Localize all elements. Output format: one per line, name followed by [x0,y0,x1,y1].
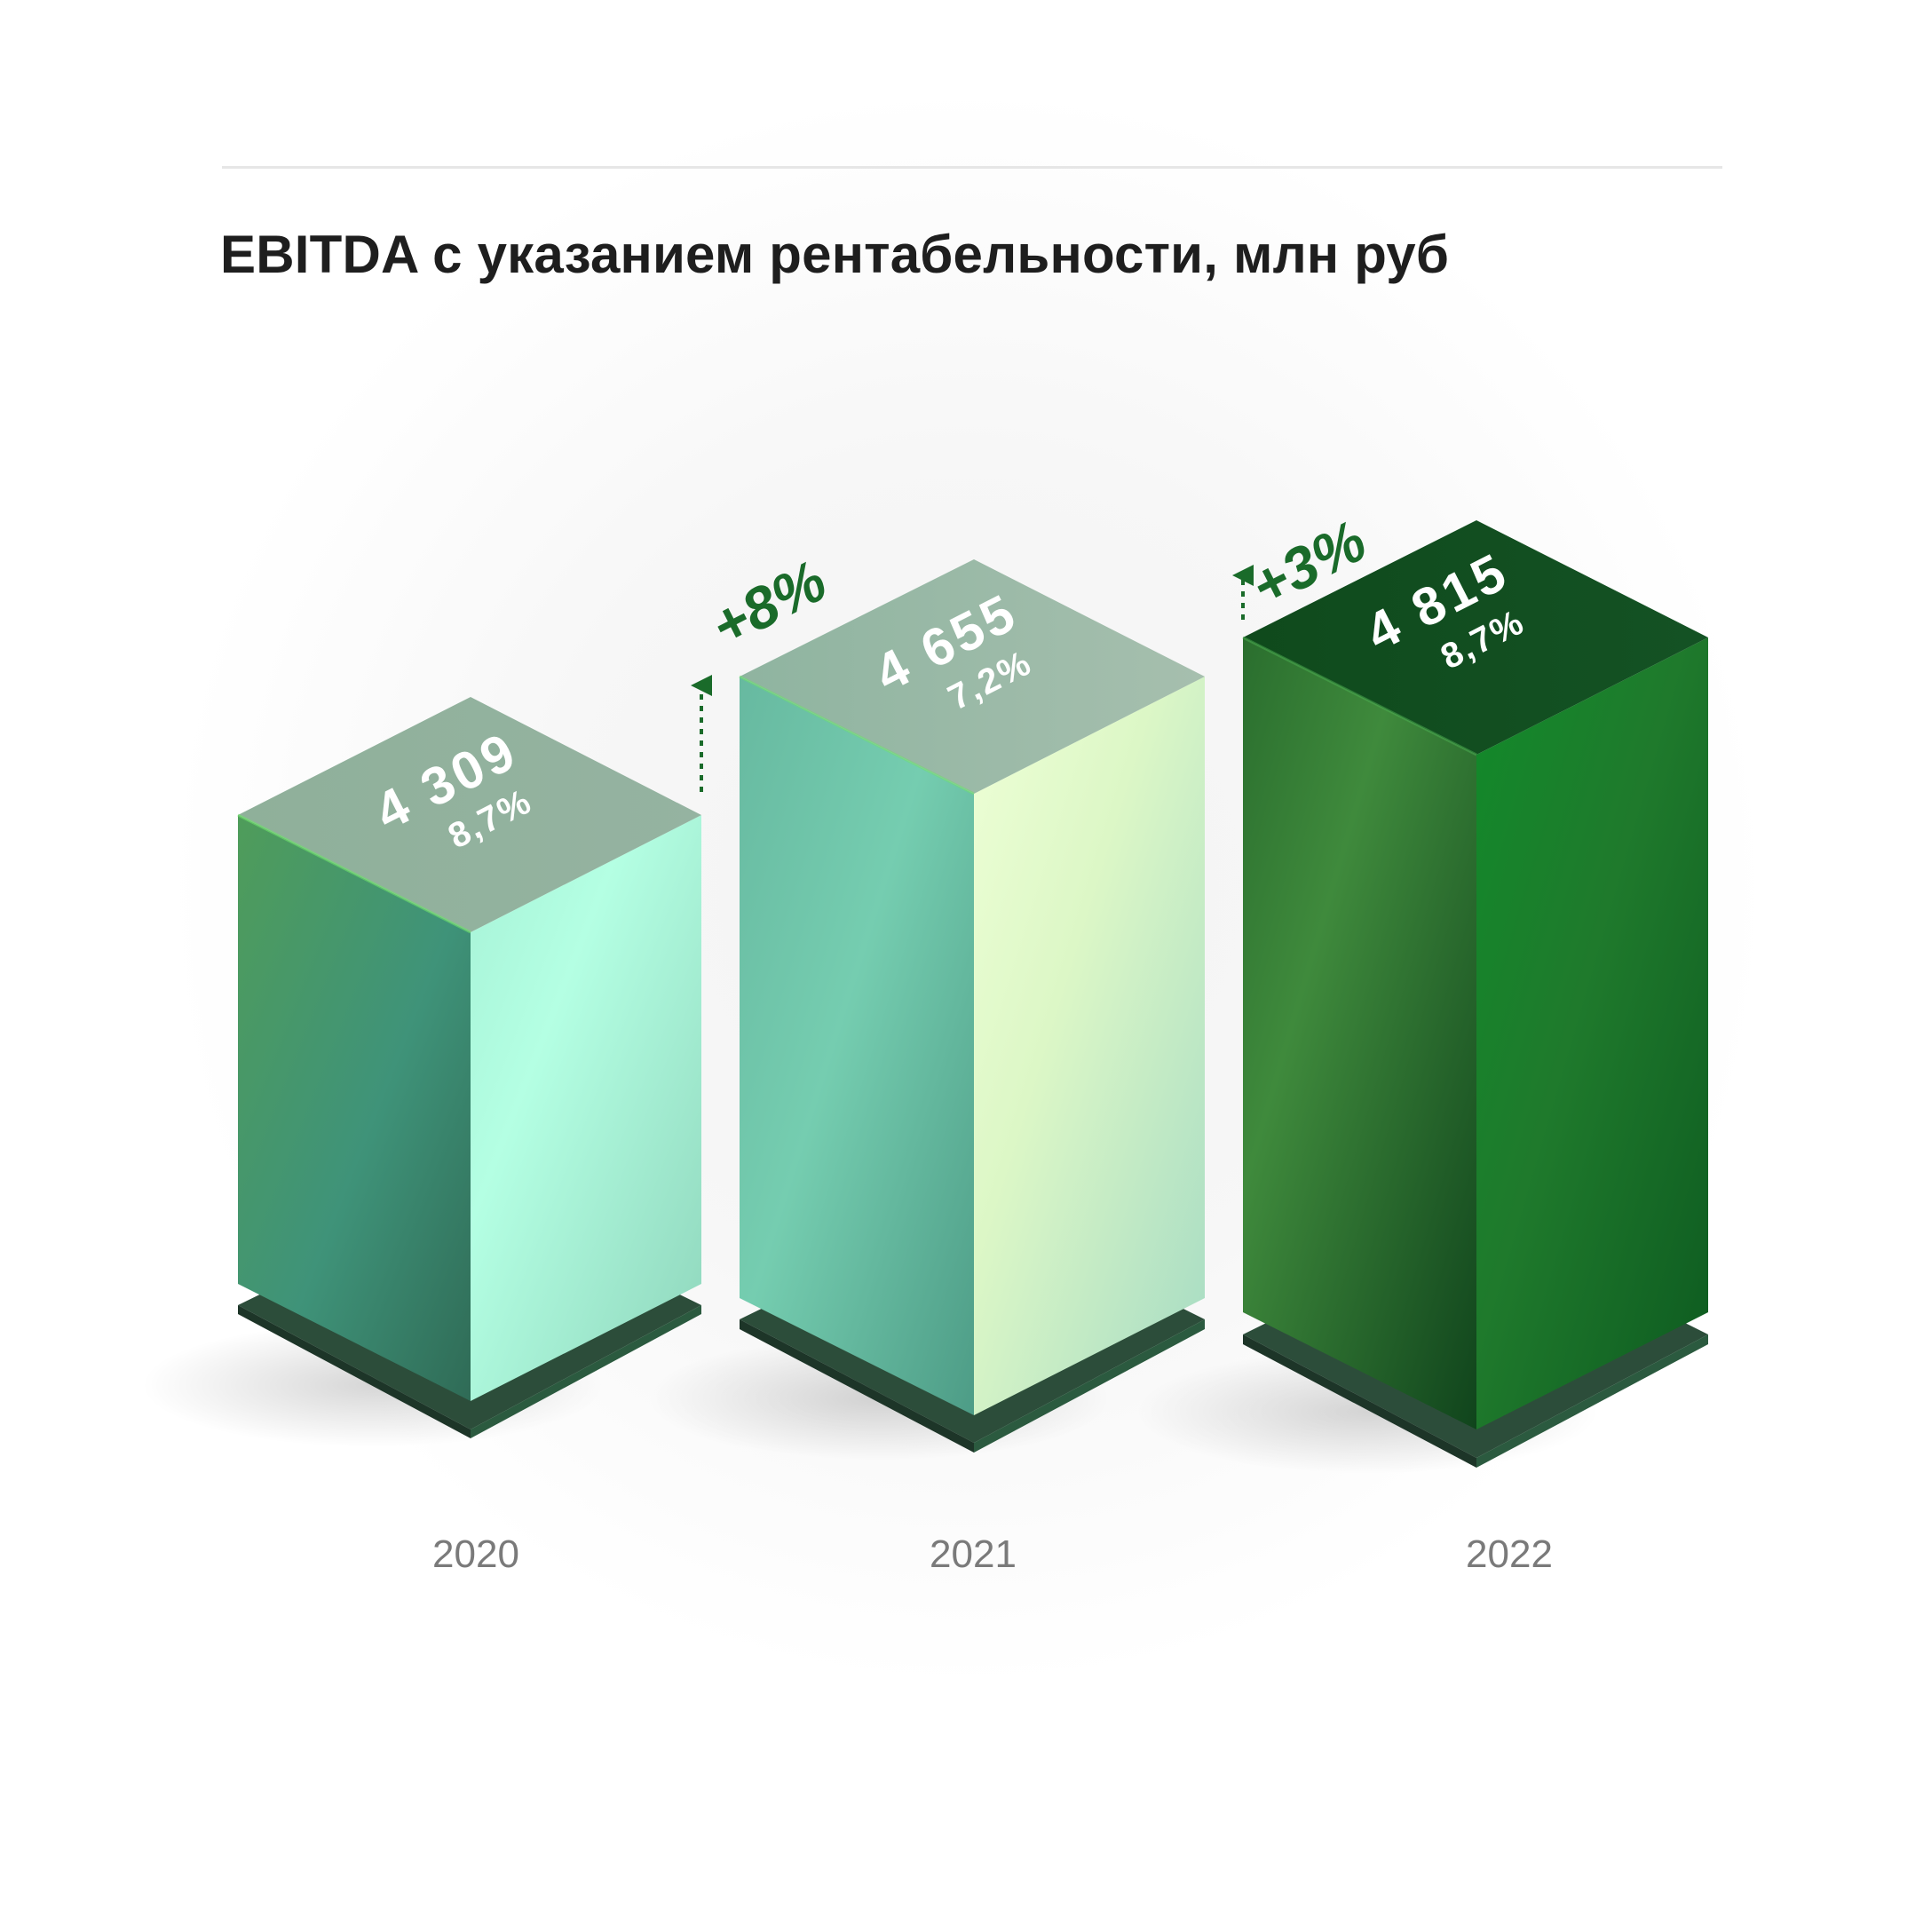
bar-base-plate-edge [1243,1334,1476,1468]
bar-2021: 4 655 7,2% 2021 +8% [648,547,1205,1576]
top-divider [222,166,1722,169]
bar-top-face [740,559,1205,794]
bar-top-edge-highlight [739,675,975,796]
bar-2020: 4 309 8,7% 2020 [142,697,701,1576]
bar-right-face [471,815,701,1401]
bar-right-face [974,677,1205,1415]
bar-top-edge-highlight [237,813,471,934]
x-axis-tick-label: 2021 [930,1532,1017,1576]
x-axis-tick-label: 2022 [1466,1532,1553,1576]
bar-right-face [1476,637,1708,1429]
bar-base-plate-edge [1476,1334,1708,1468]
bar-base-plate-edge [974,1319,1205,1453]
bar-2022: 4 815 8,7% 2022 +3% [1136,507,1708,1576]
x-axis-tick-label: 2020 [432,1532,519,1576]
bar-base-plate-edge [238,1305,471,1438]
bar-base-plate-edge [740,1319,974,1453]
bar-base-plate-edge [471,1305,701,1438]
chart-title: EBITDA с указанием рентабельности, млн р… [220,225,1450,284]
bar-left-face [238,815,471,1401]
bar-left-face [1243,637,1476,1429]
bar-top-face [238,697,701,932]
bar-left-face [740,677,974,1415]
bar-top-face [1243,520,1708,755]
bar-top-edge-highlight [1242,636,1477,756]
